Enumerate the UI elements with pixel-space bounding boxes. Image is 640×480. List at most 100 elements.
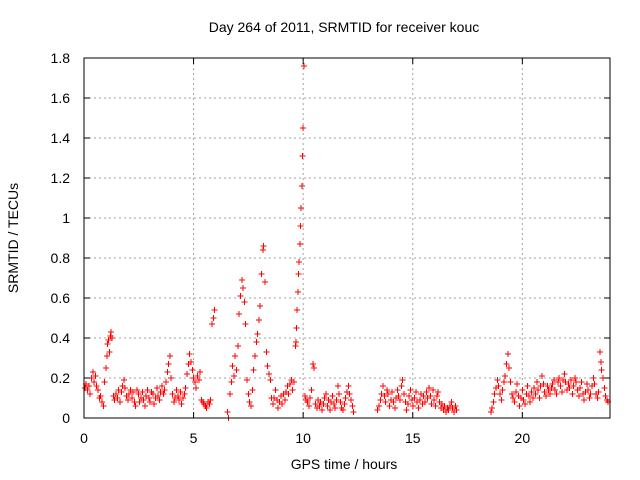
y-tick-label-7: 1.4 <box>51 130 71 146</box>
data-point-0-282 <box>507 379 514 385</box>
data-point-0-262 <box>448 399 455 405</box>
data-point-0-108 <box>232 353 239 359</box>
y-tick-label-4: 0.8 <box>51 250 71 266</box>
data-point-0-135 <box>267 377 274 383</box>
data-point-0-158 <box>294 289 301 295</box>
data-point-0-52 <box>147 399 154 405</box>
data-point-0-67 <box>166 353 173 359</box>
data-point-0-109 <box>233 367 240 373</box>
data-point-0-260 <box>445 407 452 413</box>
data-point-0-137 <box>269 401 276 407</box>
data-point-0-78 <box>181 391 188 397</box>
data-point-0-99 <box>208 321 215 327</box>
data-point-0-312 <box>546 391 553 397</box>
data-point-0-183 <box>321 395 328 401</box>
data-point-0-70 <box>170 399 177 405</box>
data-point-0-332 <box>573 379 580 385</box>
data-point-0-230 <box>406 393 413 399</box>
data-point-0-166 <box>300 125 307 131</box>
data-point-0-323 <box>561 371 568 377</box>
data-point-0-251 <box>433 393 440 399</box>
data-point-0-90 <box>197 369 204 375</box>
y-tick-label-3: 0.6 <box>51 290 71 306</box>
data-point-0-217 <box>389 389 396 395</box>
data-point-0-341 <box>585 387 592 393</box>
data-point-0-310 <box>544 383 551 389</box>
data-point-0-22 <box>108 329 115 335</box>
data-point-0-125 <box>254 331 261 337</box>
data-points-layer <box>82 63 612 421</box>
data-point-0-326 <box>565 381 572 387</box>
data-point-0-6 <box>89 369 96 375</box>
data-point-0-153 <box>290 379 297 385</box>
data-point-0-26 <box>112 391 119 397</box>
data-point-0-107 <box>230 373 237 379</box>
data-point-0-83 <box>187 359 194 365</box>
data-point-0-284 <box>510 395 517 401</box>
data-point-0-293 <box>521 401 528 407</box>
data-point-0-23 <box>109 335 116 341</box>
data-point-0-112 <box>237 293 244 299</box>
data-point-0-286 <box>512 389 519 395</box>
data-point-0-77 <box>180 395 187 401</box>
data-point-0-355 <box>602 393 609 399</box>
data-point-0-141 <box>275 405 282 411</box>
data-point-0-291 <box>519 387 526 393</box>
data-point-0-266 <box>453 407 460 413</box>
data-point-0-274 <box>496 391 503 397</box>
data-point-0-268 <box>489 405 496 411</box>
data-point-0-346 <box>591 381 598 387</box>
data-point-0-35 <box>124 397 131 403</box>
data-point-0-16 <box>102 365 109 371</box>
data-point-0-247 <box>428 401 435 407</box>
data-point-0-95 <box>203 405 210 411</box>
y-axis-title: SRMTID / TECUs <box>5 183 21 293</box>
data-point-0-57 <box>153 385 160 391</box>
data-point-0-127 <box>257 303 264 309</box>
data-point-0-165 <box>299 153 306 159</box>
data-point-0-101 <box>211 307 218 313</box>
data-point-0-289 <box>516 403 523 409</box>
x-tick-label-4: 20 <box>515 430 531 446</box>
data-point-0-207 <box>375 403 382 409</box>
y-tick-label-1: 0.2 <box>51 370 71 386</box>
data-point-0-276 <box>499 387 506 393</box>
data-point-0-280 <box>504 351 511 357</box>
data-point-0-182 <box>320 401 327 407</box>
data-point-0-210 <box>379 383 386 389</box>
data-point-0-175 <box>311 365 318 371</box>
data-point-0-39 <box>130 389 137 395</box>
data-point-0-44 <box>136 399 143 405</box>
data-point-0-204 <box>349 403 356 409</box>
grid-layer <box>84 58 610 418</box>
data-point-0-241 <box>420 393 427 399</box>
data-point-0-160 <box>296 259 303 265</box>
data-point-0-338 <box>581 397 588 403</box>
data-point-0-306 <box>539 373 546 379</box>
data-point-0-105 <box>228 379 235 385</box>
data-point-0-30 <box>118 389 125 395</box>
y-tick-label-5: 1 <box>62 210 70 226</box>
data-point-0-234 <box>411 395 418 401</box>
data-point-0-43 <box>135 391 142 397</box>
data-point-0-111 <box>236 311 243 317</box>
data-point-0-215 <box>386 403 393 409</box>
data-point-0-316 <box>552 387 559 393</box>
data-point-0-173 <box>308 387 315 393</box>
data-point-0-187 <box>326 407 333 413</box>
x-tick-label-3: 15 <box>405 430 421 446</box>
data-point-0-149 <box>285 391 292 397</box>
data-point-0-75 <box>177 389 184 395</box>
data-point-0-2 <box>84 387 91 393</box>
data-point-0-46 <box>139 389 146 395</box>
data-point-0-73 <box>174 393 181 399</box>
data-point-0-117 <box>244 377 251 383</box>
data-point-0-4 <box>87 391 94 397</box>
data-point-0-342 <box>586 395 593 401</box>
data-point-0-273 <box>495 383 502 389</box>
data-point-0-189 <box>329 393 336 399</box>
data-point-0-48 <box>141 403 148 409</box>
data-point-0-201 <box>345 383 352 389</box>
data-point-0-340 <box>583 381 590 387</box>
data-point-0-162 <box>297 223 304 229</box>
